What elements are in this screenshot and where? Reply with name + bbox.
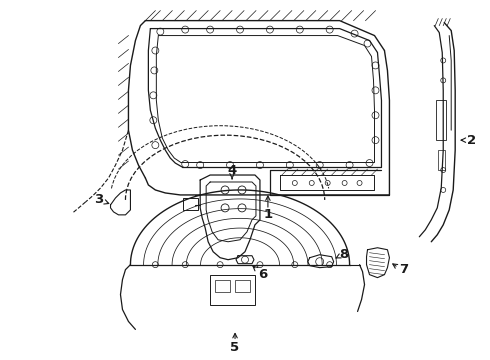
Text: 7: 7 [399, 263, 409, 276]
Bar [436, 100, 446, 140]
Text: 5: 5 [230, 341, 240, 354]
Bar [215, 280, 230, 292]
Text: 1: 1 [263, 208, 272, 221]
Bar [235, 280, 250, 292]
Bar [183, 198, 198, 210]
Text: 4: 4 [227, 163, 237, 176]
Bar [438, 150, 445, 170]
Text: 6: 6 [258, 268, 267, 281]
Bar [210, 275, 255, 305]
Text: 2: 2 [467, 134, 476, 147]
Text: 8: 8 [340, 248, 349, 261]
Text: 3: 3 [94, 193, 103, 206]
